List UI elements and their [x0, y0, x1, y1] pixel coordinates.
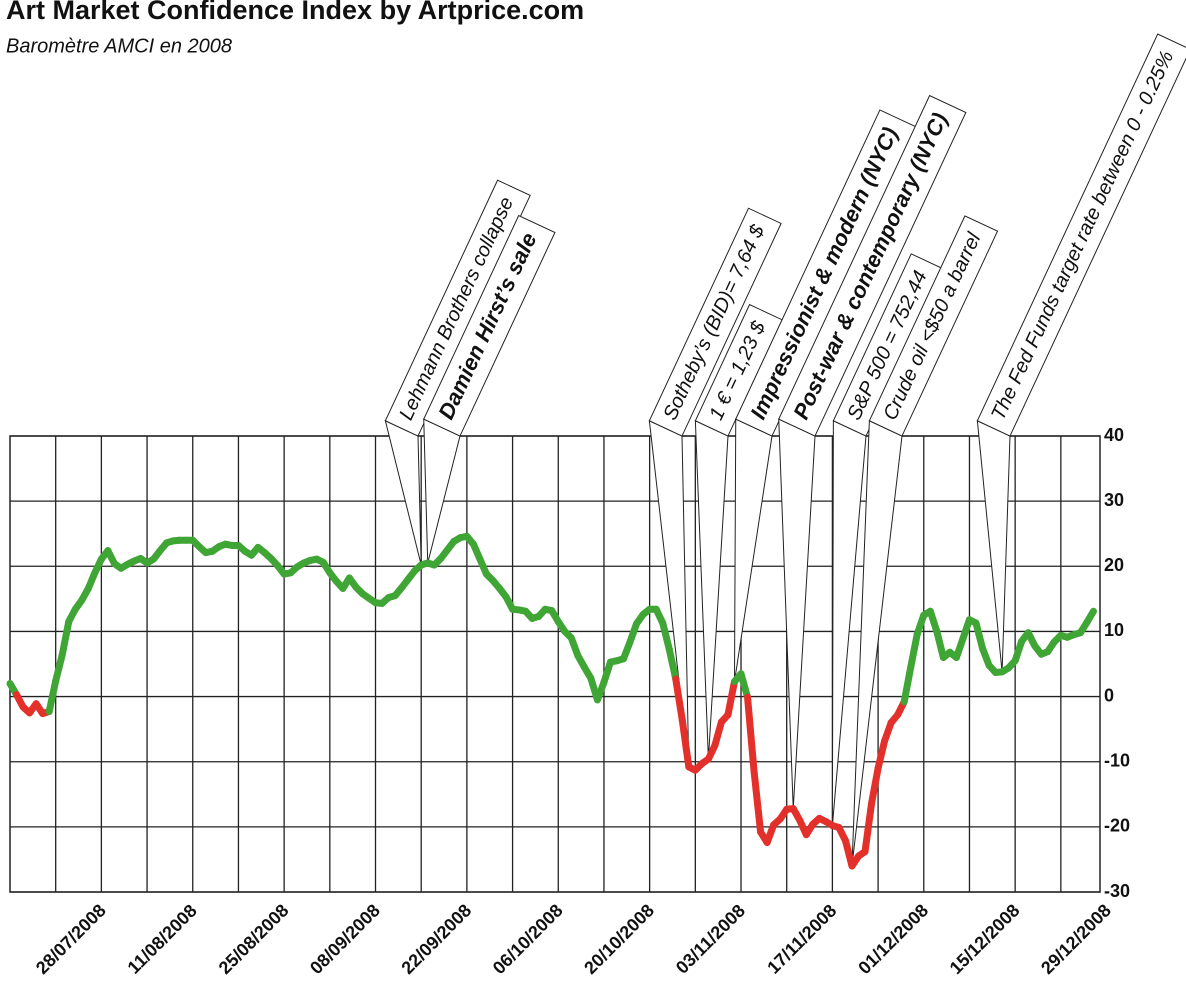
x-tick-label: 20/10/2008 [580, 900, 658, 978]
y-tick-label: 20 [1104, 555, 1124, 575]
x-tick-label: 25/08/2008 [215, 900, 293, 978]
chart-title: Art Market Confidence Index by Artprice.… [6, 0, 584, 25]
line-segment [972, 619, 987, 652]
line-segment [750, 767, 765, 836]
line-segment [926, 607, 941, 635]
line-segment [58, 618, 73, 659]
line-segment [52, 651, 66, 685]
line-segment [868, 764, 882, 807]
line-segment [678, 716, 693, 771]
grid: -30 -20 -10 0 10 20 30 40 28/07/2008 11/08/2008 25… [9, 425, 1130, 978]
line-segment [659, 619, 673, 653]
y-tick-label: 30 [1104, 490, 1124, 510]
line-segment [665, 645, 680, 683]
callout-pointer [694, 419, 729, 760]
y-tick-label: -20 [1104, 816, 1130, 836]
line-segment [672, 675, 686, 724]
x-tick-label: 28/07/2008 [32, 900, 110, 978]
line-segment [724, 678, 738, 719]
y-tick-label: -30 [1104, 881, 1130, 901]
line-segment [45, 677, 60, 716]
x-tick-label: 15/12/2008 [946, 900, 1024, 978]
callout-frame [976, 33, 1186, 437]
y-tick-label: 10 [1104, 620, 1124, 640]
callout-frame [868, 215, 999, 437]
x-tick-label: 11/08/2008 [124, 901, 201, 978]
callout-pointer [384, 419, 422, 566]
x-tick-label: 06/10/2008 [489, 900, 567, 978]
line-segment [600, 658, 614, 686]
line-segment [907, 630, 921, 671]
callout-pointer [733, 418, 773, 682]
line-segment [737, 670, 752, 701]
callout-box: The Fed Funds target rate between 0 - 0.… [976, 33, 1186, 437]
y-tick-label: 0 [1104, 685, 1114, 705]
line-segment [900, 663, 915, 706]
callout: The Fed Funds target rate between 0 - 0.… [976, 33, 1186, 672]
x-tick-label: 01/12/2008 [854, 900, 932, 978]
x-tick-label: 22/09/2008 [397, 900, 475, 978]
line-segment [874, 737, 889, 772]
callout-frame [423, 214, 556, 437]
annotation: The Fed Funds target rate between 0 - 0.… [987, 48, 1178, 424]
callout-pointer [778, 418, 816, 809]
x-tick-label: 29/12/2008 [1037, 900, 1115, 978]
x-tick-label: 03/11/2008 [672, 901, 749, 978]
callout-frame [778, 94, 967, 437]
line-segment [1083, 607, 1097, 626]
line-segment [861, 799, 876, 856]
callout: Crude oil <$50 a barrel [851, 215, 999, 867]
chart-subtitle: Baromètre AMCI en 2008 [6, 35, 232, 57]
x-tick-label: 08/09/2008 [306, 900, 384, 978]
series [6, 532, 1097, 870]
x-tick-label: 17/11/2008 [763, 901, 840, 978]
y-tick-label: 40 [1104, 425, 1124, 445]
plot-border [9, 435, 1101, 893]
line-segment [711, 718, 725, 749]
y-tick-label: -10 [1104, 750, 1130, 770]
line-segment [933, 627, 947, 661]
line-segment [744, 693, 758, 775]
callout-frame [648, 207, 782, 437]
